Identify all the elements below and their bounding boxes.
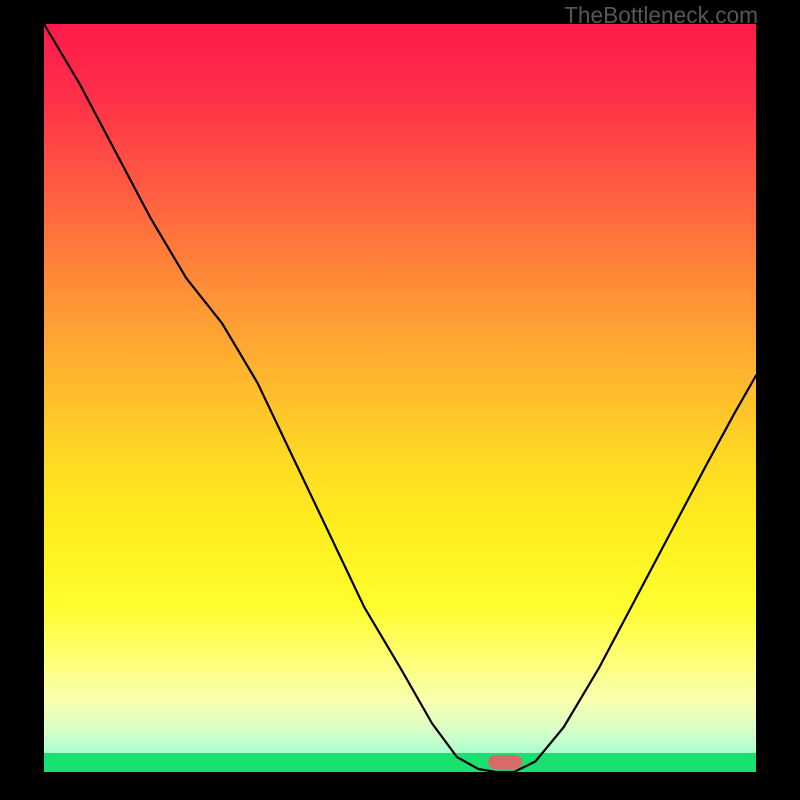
chart-container: TheBottleneck.com [0, 0, 800, 800]
plot-area [44, 24, 756, 772]
optimum-marker [488, 755, 522, 769]
bottleneck-curve [44, 24, 756, 772]
watermark-text: TheBottleneck.com [564, 2, 758, 29]
